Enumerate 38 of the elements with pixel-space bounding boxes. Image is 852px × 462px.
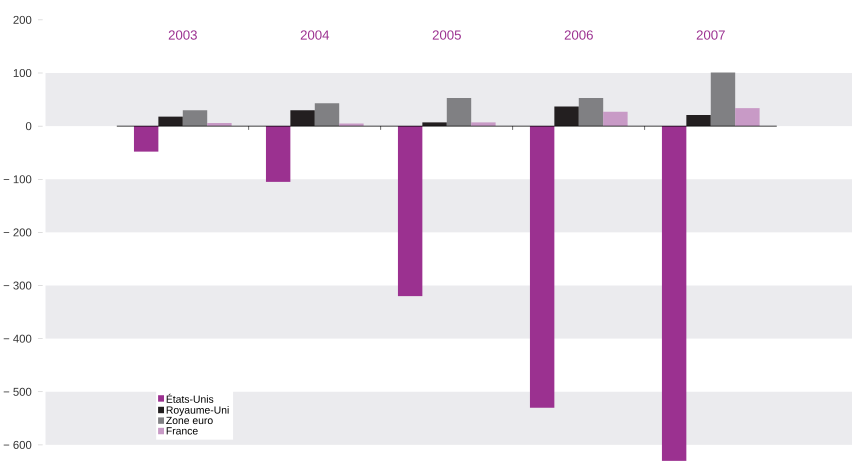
y-tick-label: − 300 [4, 282, 32, 290]
x-tick-label: 2003 [168, 30, 197, 40]
bar [314, 103, 340, 126]
bar [446, 98, 472, 126]
bar [662, 126, 686, 461]
bar [134, 126, 158, 152]
y-tick-label: − 400 [4, 334, 32, 343]
bar [158, 116, 183, 126]
bar [398, 126, 422, 296]
y-tick-label: 0 [26, 122, 32, 130]
bar [554, 106, 579, 126]
y-tick-label: − 500 [4, 388, 32, 396]
bar [686, 115, 711, 126]
bar [266, 126, 290, 182]
bar [290, 110, 315, 126]
bar [207, 122, 232, 126]
y-tick-label: − 100 [4, 175, 32, 184]
bar [710, 72, 736, 126]
bar [530, 126, 554, 408]
bar [339, 124, 364, 126]
y-tick-label: − 600 [4, 440, 32, 449]
bar [471, 122, 496, 126]
x-tick-label: 2007 [696, 30, 725, 40]
bar [735, 108, 760, 126]
bar [182, 110, 208, 126]
legend-label: Royaume-Uni [166, 406, 229, 416]
legend-label: Zone euro [166, 416, 213, 424]
x-tick-label: 2004 [300, 30, 330, 40]
legend-label: États-Unis [166, 394, 214, 403]
y-tick-label: 200 [13, 16, 32, 24]
legend-label: France [166, 427, 198, 435]
x-tick-label: 2005 [432, 30, 461, 40]
bar [603, 112, 628, 126]
x-tick-label: 2006 [564, 30, 593, 40]
bar [578, 98, 604, 126]
y-tick-label: − 200 [4, 228, 32, 236]
y-tick-label: 100 [14, 69, 32, 78]
bar [422, 122, 447, 126]
